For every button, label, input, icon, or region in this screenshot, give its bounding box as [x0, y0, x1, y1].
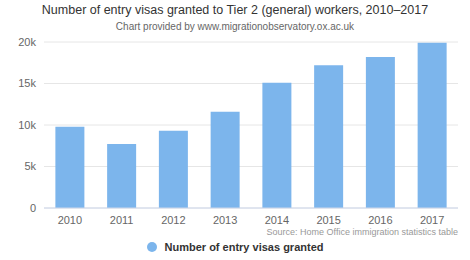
svg-text:20k: 20k — [18, 36, 36, 48]
svg-text:2017: 2017 — [420, 214, 444, 226]
svg-text:5k: 5k — [24, 160, 36, 172]
svg-text:0: 0 — [30, 202, 36, 214]
html-text:Chart provided by www.migratio: Chart provided by www.migrationobservato… — [115, 21, 355, 32]
svg-text:2016: 2016 — [368, 214, 392, 226]
svg-text:10k: 10k — [18, 119, 36, 131]
svg-text:2014: 2014 — [265, 214, 289, 226]
svg-text:2010: 2010 — [58, 214, 82, 226]
svg-text:2013: 2013 — [213, 214, 237, 226]
html-text:Source: Home Office immigratio: Source: Home Office immigration statisti… — [266, 227, 458, 237]
svg-text:2015: 2015 — [316, 214, 340, 226]
svg-text:15k: 15k — [18, 77, 36, 89]
svg-text:2012: 2012 — [161, 214, 185, 226]
html-text:Number of entry visas granted: Number of entry visas granted to Tier 2 … — [41, 3, 429, 17]
svg-text:2011: 2011 — [110, 214, 134, 226]
html-text:Number of entry visas granted: Number of entry visas granted — [164, 241, 324, 253]
